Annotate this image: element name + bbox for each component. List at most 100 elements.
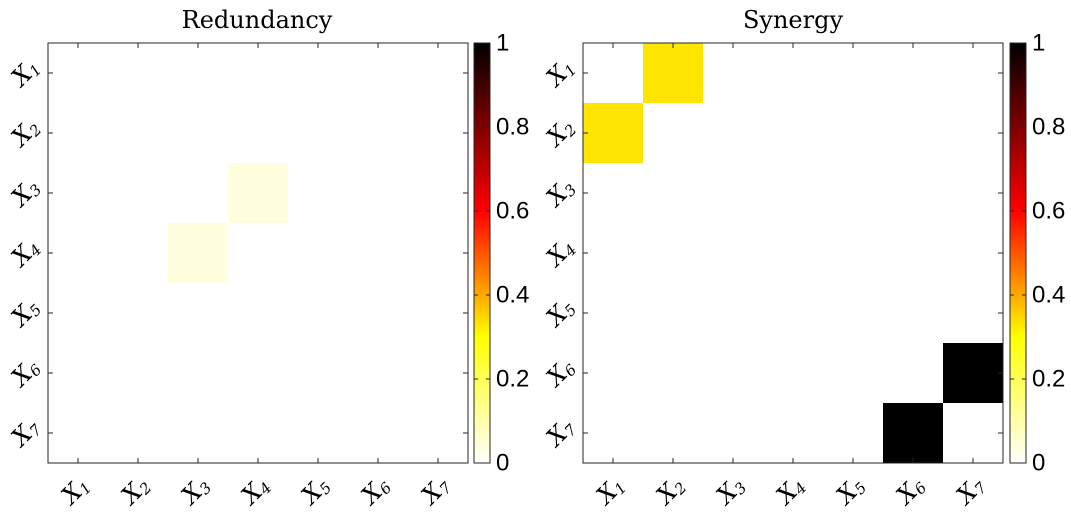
heatmap-cell — [108, 43, 169, 104]
heatmap-cell — [943, 403, 1004, 464]
heatmap-cell — [763, 283, 824, 344]
heatmap-cell — [108, 403, 169, 464]
svg-text:X6: X6 — [889, 470, 930, 511]
svg-text:X1: X1 — [4, 53, 45, 94]
y-tick-label: X1 — [4, 53, 45, 94]
heatmap-cell — [408, 163, 469, 224]
svg-text:X5: X5 — [829, 471, 870, 512]
x-tick-label: X3 — [709, 471, 750, 512]
svg-text:X6: X6 — [354, 470, 395, 511]
heatmap-cell — [583, 283, 644, 344]
svg-text:X2: X2 — [114, 471, 155, 512]
heatmap-cell — [703, 103, 764, 164]
colorbar-tick-label: 1 — [496, 30, 509, 57]
heatmap-cell — [763, 103, 824, 164]
colorbar-tick-label: 1 — [1032, 30, 1045, 57]
heatmap-cell — [348, 283, 409, 344]
heatmap-cell — [48, 283, 109, 344]
heatmap-cell — [348, 43, 409, 104]
axis-ticks — [583, 43, 1003, 463]
chart-title: Redundancy — [182, 6, 333, 34]
svg-text:X3: X3 — [539, 173, 580, 214]
x-tick-label: X2 — [649, 477, 690, 511]
heatmap-cell — [703, 43, 764, 104]
heatmap-cell — [583, 223, 644, 284]
heatmap-cell — [108, 103, 169, 164]
heatmap-cell — [48, 103, 109, 164]
heatmap-cell — [168, 343, 229, 404]
heatmap-cell — [48, 163, 109, 224]
heatmap-cell — [583, 43, 644, 104]
heatmap-cell — [883, 163, 944, 224]
colorbar-tick-label: 0.6 — [1032, 198, 1065, 225]
heatmap-cell — [408, 403, 469, 464]
y-tick-label: X4 — [539, 239, 580, 273]
heatmap-cell — [823, 403, 884, 464]
heatmap-cell — [583, 403, 644, 464]
x-tick-label: X7 — [949, 470, 990, 511]
y-tick-label: X3 — [539, 173, 580, 214]
x-tick-label: X1 — [589, 477, 630, 511]
y-tick-label: X6 — [539, 352, 580, 393]
heatmap-cell — [168, 103, 229, 164]
heatmap-cell — [583, 343, 644, 404]
heatmap-cell — [883, 43, 944, 104]
x-tick-label: X5 — [294, 477, 335, 511]
heatmap-cell — [168, 43, 229, 104]
heatmap-cell — [703, 223, 764, 284]
heatmap-cell — [643, 163, 704, 224]
svg-text:X7: X7 — [539, 412, 580, 453]
heatmap-cell — [763, 43, 824, 104]
svg-text:X5: X5 — [4, 293, 45, 334]
heatmap-cell — [48, 223, 109, 284]
heatmap-cell — [168, 403, 229, 464]
y-tick-label: X2 — [539, 113, 580, 154]
heatmap-cell — [288, 283, 349, 344]
y-tick-label: X3 — [4, 179, 45, 213]
heatmap-cell — [643, 403, 704, 464]
heatmap-cell — [48, 343, 109, 404]
x-axis-tick-labels: X1 X2 X3 X4 X5 X6 X7 — [589, 470, 990, 512]
heatmap-cells — [48, 43, 469, 464]
svg-text:X3: X3 — [709, 471, 750, 512]
svg-text:X7: X7 — [949, 470, 990, 511]
x-tick-label: X6 — [354, 470, 395, 511]
heatmap-cell — [643, 223, 704, 284]
svg-text:X1: X1 — [539, 53, 580, 94]
svg-text:X6: X6 — [539, 352, 580, 393]
heatmap-cell — [943, 43, 1004, 104]
y-axis-tick-labels: X1 X2 X3 X4 X5 X6 X7 — [539, 53, 580, 453]
colorbar-tick-label: 0.2 — [1032, 366, 1065, 393]
y-tick-label: X5 — [4, 293, 45, 334]
svg-text:X7: X7 — [4, 412, 45, 453]
heatmap-cell — [823, 103, 884, 164]
heatmap-cell — [408, 223, 469, 284]
heatmap-cell — [943, 283, 1004, 344]
heatmap-cell — [703, 403, 764, 464]
heatmap-cell — [108, 163, 169, 224]
heatmap-cell — [408, 283, 469, 344]
y-tick-label: X4 — [4, 239, 45, 273]
heatmap-cell — [108, 283, 169, 344]
heatmap-cell — [643, 43, 704, 104]
axis-ticks — [48, 43, 468, 463]
heatmap-cell — [228, 103, 289, 164]
x-axis-tick-labels: X1 X2 X3 X4 X5 X6 X7 — [54, 470, 455, 512]
heatmap-cell — [763, 223, 824, 284]
y-tick-label: X6 — [4, 359, 45, 393]
heatmap-cell — [643, 103, 704, 164]
y-tick-label: X7 — [539, 412, 580, 453]
heatmap-cell — [943, 343, 1004, 404]
colorbar-tick-label: 0.6 — [496, 198, 529, 225]
y-tick-label: X2 — [4, 119, 45, 153]
x-tick-label: X2 — [114, 471, 155, 512]
heatmap-cell — [288, 103, 349, 164]
heatmap-cell — [703, 343, 764, 404]
svg-text:X2: X2 — [539, 113, 580, 154]
y-tick-label: X7 — [4, 412, 45, 453]
x-tick-label: X5 — [829, 471, 870, 512]
colorbar-gradient — [1009, 42, 1027, 464]
heatmap-cell — [883, 283, 944, 344]
